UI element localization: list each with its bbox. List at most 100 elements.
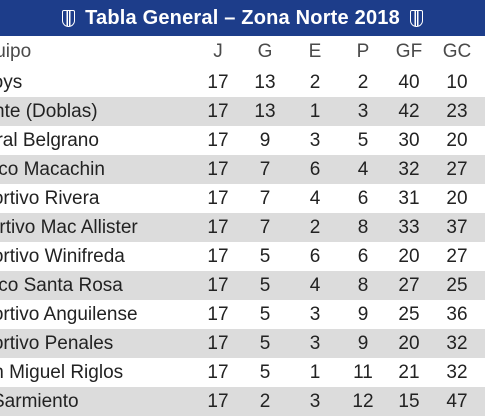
stat-e: 1 [309,361,321,383]
header-e: E [308,41,322,62]
stat-gf: 31 [398,187,420,209]
stat-j: 17 [207,216,229,238]
team-name: Deportivo Penales [0,332,114,354]
stat-e: 3 [309,332,321,354]
header-p: P [356,41,370,62]
team-name: Boys [0,71,23,93]
stat-j: 17 [207,100,229,122]
stat-g: 7 [259,187,271,209]
team-name: Deportivo Mac Allister [0,216,138,238]
team-name: Deportivo Winifreda [0,245,125,267]
stat-j: 17 [207,303,229,325]
stat-j: 17 [207,129,229,151]
table-row: Atlético Macachin 17 7 6 4 32 27 [0,155,485,184]
stat-g: 13 [254,71,276,93]
stat-e: 3 [309,390,321,412]
stat-p: 4 [357,158,369,180]
stat-e: 6 [309,245,321,267]
stat-e: 4 [309,274,321,296]
header-team: Equipo [0,41,32,62]
header-j: J [213,41,223,62]
stat-e: 4 [309,187,321,209]
header-gc: GC [442,41,472,62]
stat-p: 9 [357,332,369,354]
stat-g: 7 [259,216,271,238]
title-bar: Tabla General – Zona Norte 2018 [0,0,485,36]
team-name: Atlético Macachin [0,158,105,180]
stat-g: 2 [259,390,271,412]
stat-j: 17 [207,245,229,267]
stat-g: 5 [259,332,271,354]
stat-p: 6 [357,187,369,209]
stat-gc: 37 [446,216,468,238]
stat-g: 13 [254,100,276,122]
stat-gc: 32 [446,332,468,354]
stat-j: 17 [207,274,229,296]
header-g: G [257,41,273,62]
table-row: Sarmiento 17 2 3 12 15 47 [0,387,485,416]
table-row: Deportivo Rivera 17 7 4 6 31 20 [0,184,485,213]
stat-p: 3 [357,100,369,122]
stat-e: 2 [309,216,321,238]
team-name: Deportivo Anguilense [0,303,138,325]
club-crest-icon [409,9,423,27]
table-row: Deportivo Anguilense 17 5 3 9 25 36 [0,300,485,329]
stat-gf: 25 [398,303,420,325]
team-name: San Miguel Riglos [0,361,124,383]
stat-gf: 20 [398,332,420,354]
stat-j: 17 [207,158,229,180]
stat-j: 17 [207,332,229,354]
team-name: Sarmiento [0,390,79,412]
stat-gf: 40 [398,71,420,93]
stat-gf: 20 [398,245,420,267]
stat-e: 2 [309,71,321,93]
stat-p: 5 [357,129,369,151]
stat-p: 8 [357,274,369,296]
table-row: Atlético Santa Rosa 17 5 4 8 27 25 [0,271,485,300]
stat-p: 2 [357,71,369,93]
stat-gc: 32 [446,361,468,383]
table-row: Deportivo Mac Allister 17 7 2 8 33 37 [0,213,485,242]
stat-gc: 27 [446,245,468,267]
stat-p: 6 [357,245,369,267]
stat-gf: 27 [398,274,420,296]
stat-g: 5 [259,274,271,296]
stat-e: 1 [309,100,321,122]
stat-gf: 32 [398,158,420,180]
stat-gc: 20 [446,129,468,151]
stat-gc: 10 [446,71,468,93]
stat-j: 17 [207,187,229,209]
stat-gf: 42 [398,100,420,122]
header-gf: GF [395,41,423,62]
stat-j: 17 [207,71,229,93]
stat-p: 8 [357,216,369,238]
stat-gf: 15 [398,390,420,412]
stat-gc: 25 [446,274,468,296]
table-row: Deportivo Penales 17 5 3 9 20 32 [0,329,485,358]
stat-e: 6 [309,158,321,180]
stat-gf: 30 [398,129,420,151]
stat-gf: 21 [398,361,420,383]
stat-gc: 20 [446,187,468,209]
stat-j: 17 [207,361,229,383]
stat-p: 12 [352,390,374,412]
table-title: Tabla General – Zona Norte 2018 [85,6,400,29]
team-name: Atlético Santa Rosa [0,274,123,296]
club-crest-icon [62,9,76,27]
table-row: General Belgrano 17 9 3 5 30 20 [0,126,485,155]
stat-g: 5 [259,245,271,267]
stat-gf: 33 [398,216,420,238]
team-name: Deportivo Rivera [0,187,100,209]
stat-gc: 47 [446,390,468,412]
stat-gc: 27 [446,158,468,180]
stat-g: 5 [259,361,271,383]
stat-g: 5 [259,303,271,325]
stat-p: 9 [357,303,369,325]
header-row: Equipo J G E P GF GC [0,36,485,68]
stat-e: 3 [309,129,321,151]
stat-gc: 36 [446,303,468,325]
stat-e: 3 [309,303,321,325]
stat-gc: 23 [446,100,468,122]
